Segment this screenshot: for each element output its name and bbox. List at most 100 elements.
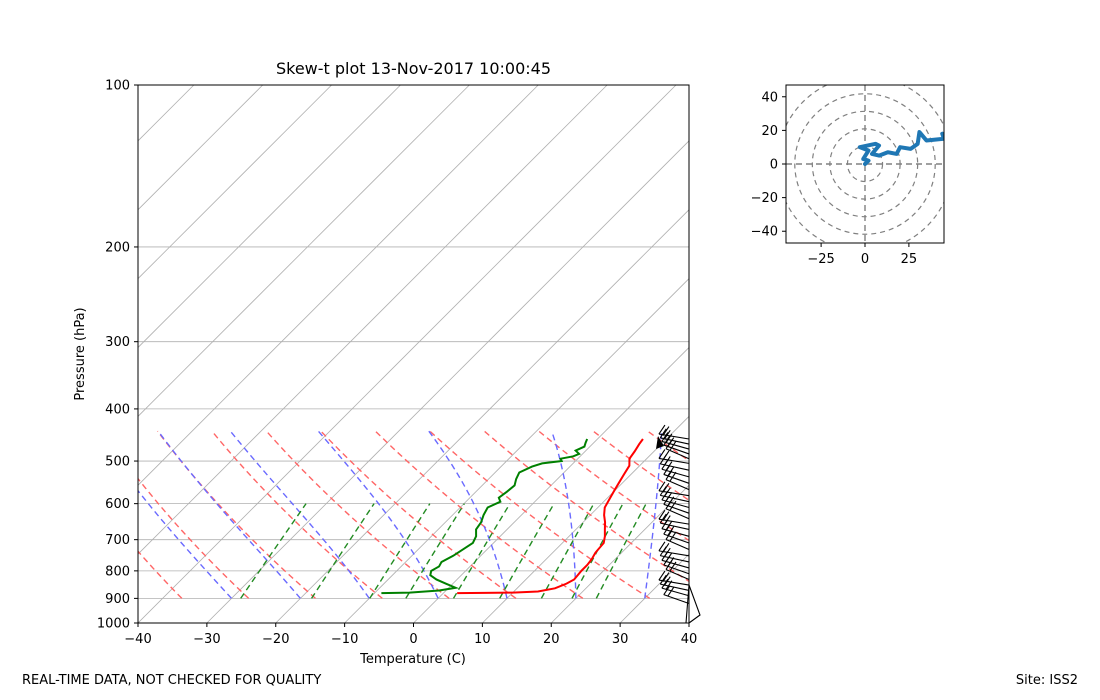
wind-barb-staff [665, 568, 690, 580]
x-tick-label: −10 [331, 632, 358, 647]
isotherm-line [758, 85, 1100, 623]
wind-barb-feather [663, 555, 671, 566]
mixing-ratio-line [310, 503, 375, 599]
wind-barb-feather [658, 541, 666, 552]
wind-barb-feather [659, 486, 667, 496]
mixing-ratio-line [540, 503, 595, 599]
isotherm-line [138, 85, 677, 623]
wind-barb-feather [665, 530, 673, 540]
moist-adiabat [157, 430, 301, 599]
skew-t-axes: −40 −30 −20 −10 0 10 20 30 40 100 200 300 400 500 600 7… [97, 79, 697, 648]
mixing-ratio-line [499, 503, 555, 599]
dry-adiabat [320, 430, 517, 599]
isotherm-line [344, 278, 689, 623]
y-tick-label: 400 [105, 402, 130, 417]
wind-barb-feather [661, 490, 669, 501]
wind-barb-feather [658, 570, 666, 581]
wind-barb-feather [665, 470, 673, 480]
hodo-x-tick-label: 0 [861, 252, 869, 267]
hodo-y-tick-label: 20 [761, 124, 778, 139]
moist-adiabat [317, 430, 439, 599]
x-tick-label: −30 [193, 632, 220, 647]
dry-adiabat [374, 430, 584, 599]
skew-t-frame [137, 84, 690, 624]
x-axis-label: Temperature (C) [359, 652, 466, 667]
mixing-ratio-line [405, 503, 465, 599]
dry-adiabat [211, 430, 383, 599]
isotherm-line [138, 85, 332, 280]
wind-barb-feather [659, 454, 667, 465]
wind-barb-feather [662, 426, 670, 436]
isotherm-line [275, 209, 689, 623]
dry-adiabat [156, 430, 316, 599]
y-tick-label: 200 [105, 240, 130, 255]
wind-barb-feather [662, 511, 670, 522]
y-tick-label: 500 [105, 455, 130, 470]
dry-adiabat [265, 430, 450, 599]
isotherm-line [138, 85, 401, 349]
mixing-ratio-line [369, 503, 431, 599]
wind-barb-feather [669, 561, 677, 572]
wind-barb-feather [665, 560, 673, 570]
y-tick-label: 900 [105, 592, 130, 607]
wind-barb-feather [669, 471, 677, 482]
hodo-y-tick-label: 40 [761, 90, 778, 105]
mixing-ratio-line [595, 503, 647, 599]
wind-barb-feather [663, 576, 671, 586]
x-tick-label: 30 [612, 632, 629, 647]
wind-barb-feather [669, 531, 677, 542]
wind-barb-feather [663, 495, 671, 505]
wind-barb-pennant [656, 436, 664, 449]
wind-barb-feather [663, 585, 671, 595]
wind-barb-feather [659, 574, 667, 585]
wind-barb-feather [665, 580, 673, 590]
y-tick-label: 700 [105, 533, 130, 548]
skew-t-profiles [381, 438, 644, 595]
wind-barb-feather [659, 513, 667, 524]
isotherm-line [550, 484, 689, 623]
isotherm-line [138, 85, 608, 555]
mixing-ratio-line [571, 503, 624, 599]
wind-barb-feather [669, 440, 677, 451]
hodo-y-tick-label: −40 [751, 225, 778, 240]
mixing-ratio-line [452, 503, 511, 599]
hodograph-ring [794, 93, 936, 235]
y-tick-label: 600 [105, 497, 130, 512]
y-axis-label: Pressure (hPa) [73, 307, 88, 400]
dewpoint-profile [381, 438, 589, 595]
hodograph-rings [786, 85, 944, 243]
moist-adiabat [714, 431, 754, 598]
wind-barb-feather [663, 435, 671, 446]
wind-barb-feather [662, 572, 670, 582]
x-tick-label: 0 [409, 632, 417, 647]
mixing-ratio-line [240, 503, 307, 599]
x-tick-label: −20 [262, 632, 289, 647]
site-label: Site: ISS2 [1015, 673, 1078, 688]
isotherm-line [138, 85, 470, 417]
wind-barb-staff [665, 508, 690, 520]
y-tick-label: 800 [105, 564, 130, 579]
wind-barb-feather [665, 439, 673, 449]
chart-title: Skew-t plot 13-Nov-2017 10:00:45 [275, 59, 552, 78]
isotherm-line [688, 622, 689, 623]
hodograph-axes: −25 0 25 40 20 0 −20 −40 [751, 90, 918, 267]
wind-barb-feather [661, 459, 669, 470]
isotherm-line [206, 140, 689, 623]
wind-barb-feather [661, 432, 669, 442]
wind-barb-feather [663, 524, 671, 535]
x-tick-label: −40 [124, 632, 151, 647]
isotherm-line [138, 85, 195, 142]
skew-t-background-lines [138, 85, 1100, 623]
isotherm-line [138, 85, 539, 486]
wind-barb-feather [667, 526, 675, 536]
wind-barb-feather [669, 500, 677, 511]
moist-adiabat [229, 430, 370, 599]
x-tick-label: 20 [543, 632, 560, 647]
y-tick-label: 1000 [97, 617, 130, 632]
hodograph-line [857, 130, 944, 166]
wind-barb-feather [659, 546, 667, 556]
wind-barbs [656, 424, 701, 624]
y-tick-label: 100 [105, 79, 130, 94]
hodo-x-tick-label: 25 [901, 252, 918, 267]
